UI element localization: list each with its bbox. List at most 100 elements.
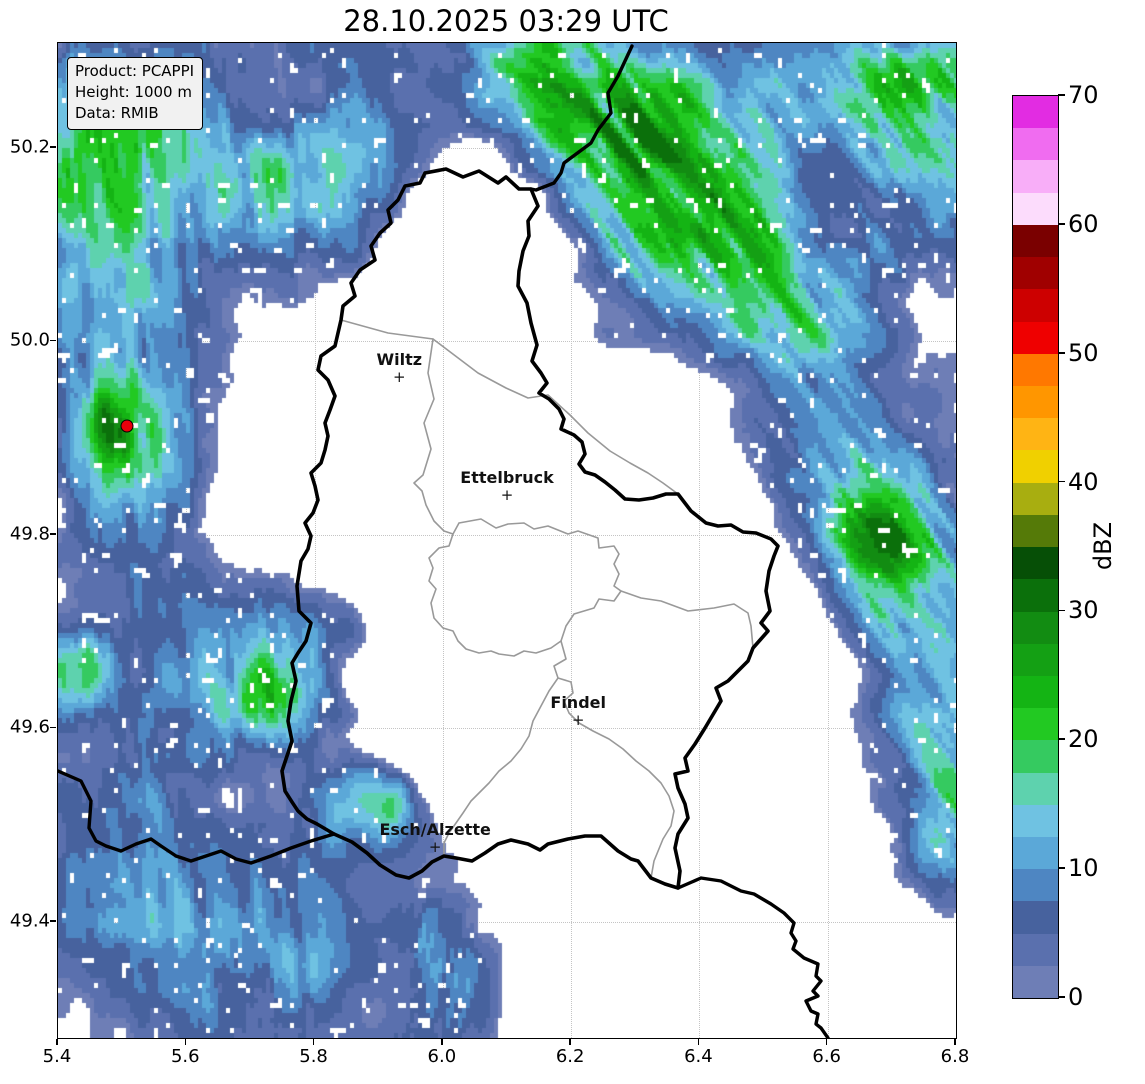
y-tick-mark [50,146,56,148]
y-tick-label: 50.0 [9,329,50,351]
colorbar-segment [1013,933,1058,966]
colorbar-segment [1013,901,1058,934]
x-tick-mark [569,1039,571,1045]
colorbar-tick-label: 10 [1068,854,1099,883]
district-border [413,338,454,535]
x-tick-label: 5.4 [42,1046,72,1067]
district-border [340,319,679,495]
district-border [443,677,559,857]
y-tick-label: 49.8 [9,523,50,545]
colorbar-segment [1013,740,1058,773]
product-line: Product: PCAPPI [75,62,195,80]
colorbar-tick-mark [1058,480,1065,483]
colorbar-segment [1013,257,1058,290]
district-border [553,640,675,879]
colorbar-segment [1013,965,1058,999]
colorbar-segment [1013,321,1058,354]
colorbar-segment [1013,611,1058,644]
colorbar-tick-label: 60 [1068,209,1099,238]
radar-echo-canvas [58,43,956,1038]
colorbar-tick-label: 40 [1068,467,1099,496]
colorbar-segment [1013,192,1058,225]
colorbar-segment [1013,514,1058,548]
x-tick-mark [954,1039,956,1045]
x-tick-mark [441,1039,443,1045]
colorbar-segment [1013,547,1058,580]
x-tick-mark [56,1039,58,1045]
y-tick-label: 49.4 [9,910,50,932]
colorbar-tick-label: 50 [1068,338,1099,367]
colorbar-segment [1013,643,1058,676]
city-marker: + [500,486,514,505]
colorbar-segment [1013,96,1058,129]
colorbar-tick-label: 0 [1068,983,1084,1011]
city-marker: + [428,838,442,857]
fr-be-border [58,769,336,865]
district-border [620,590,754,649]
colorbar-segment [1013,869,1058,902]
y-tick-mark [50,339,56,342]
x-tick-label: 6.6 [812,1046,842,1067]
map-frame: Product: PCAPPI Height: 1000 m Data: RMI… [57,42,957,1039]
city-label: Ettelbruck [460,468,554,488]
colorbar-segment [1013,837,1058,870]
colorbar-segment [1013,224,1058,258]
x-tick-mark [825,1039,828,1045]
x-tick-label: 6.2 [555,1046,585,1067]
colorbar-segment [1013,579,1058,612]
colorbar-segment [1013,804,1058,838]
colorbar-tick-mark [1058,738,1065,741]
colorbar-tick-label: 30 [1068,596,1099,625]
city-label: Esch/Alzette [379,820,491,840]
city-marker: + [392,368,406,387]
x-tick-mark [184,1039,187,1045]
x-tick-label: 6.4 [684,1046,713,1067]
colorbar-tick-mark [1058,222,1065,225]
be-de-border [529,44,634,192]
x-tick-label: 6.8 [940,1046,970,1067]
colorbar-segment [1013,353,1058,386]
colorbar-segment [1013,160,1058,193]
fr-de-border [676,876,830,1038]
colorbar-segment [1013,708,1058,741]
colorbar-tick-label: 70 [1068,81,1099,109]
data-line: Data: RMIB [75,104,159,122]
x-tick-label: 6.0 [427,1046,457,1067]
city-label: Findel [550,692,606,712]
y-tick-mark [50,920,56,922]
x-tick-mark [697,1039,700,1045]
x-tick-label: 5.8 [299,1046,328,1067]
product-info-box: Product: PCAPPI Height: 1000 m Data: RMI… [67,57,204,130]
colorbar-axis-label: dBZ [1089,521,1117,571]
district-border [428,518,622,657]
x-tick-mark [312,1039,315,1045]
figure-title: 28.10.2025 03:29 UTC [343,4,669,38]
colorbar-segment [1013,675,1058,709]
colorbar-segment [1013,482,1058,515]
colorbar-segment [1013,450,1058,483]
y-tick-mark [50,533,56,535]
city-marker: + [571,710,585,729]
colorbar-segment [1013,418,1058,451]
colorbar-tick-label: 20 [1068,725,1099,754]
radar-site-marker [120,419,134,433]
height-line: Height: 1000 m [75,83,192,101]
colorbar-tick-mark [1058,996,1065,998]
colorbar-tick-mark [1058,867,1065,870]
x-tick-label: 5.6 [170,1046,200,1067]
colorbar-tick-mark [1058,94,1065,96]
y-tick-label: 50.2 [9,136,50,158]
colorbar-tick-mark [1058,609,1065,612]
border-overlay [58,44,830,1038]
city-label: Wiltz [376,350,423,370]
colorbar-segment [1013,289,1058,322]
colorbar-segment [1013,128,1058,161]
luxembourg-border [280,167,780,890]
colorbar-segment [1013,772,1058,805]
y-tick-mark [50,726,56,729]
y-tick-label: 49.6 [9,716,50,738]
colorbar [1012,95,1059,999]
colorbar-tick-mark [1058,351,1065,354]
colorbar-segment [1013,385,1058,419]
